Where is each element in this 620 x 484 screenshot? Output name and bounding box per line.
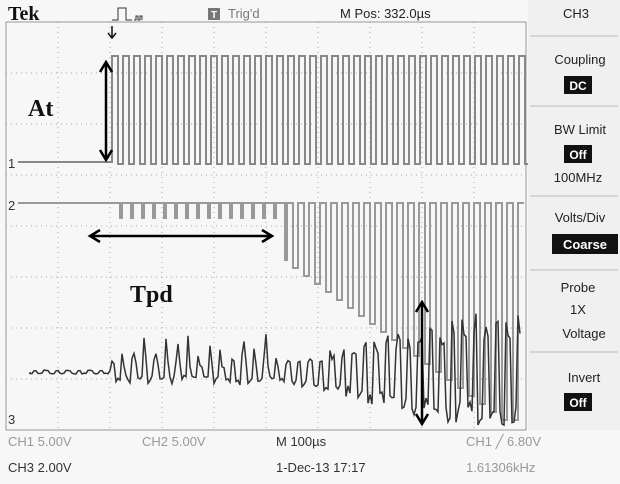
- status-ch2: CH2 5.00V: [142, 434, 206, 449]
- status-timebase: M 100µs: [276, 434, 327, 449]
- channel-marker: 3: [8, 412, 15, 427]
- trigger-icon: T: [211, 10, 217, 21]
- trigger-status: Trig'd: [228, 6, 260, 21]
- menu-value[interactable]: DC: [569, 79, 587, 93]
- status-datetime: 1-Dec-13 17:17: [276, 460, 366, 475]
- menu-title: CH3: [563, 6, 589, 21]
- menu-note: Voltage: [562, 326, 605, 341]
- oscilloscope-screen: Tek T Trig'd M Pos: 332.0µs 1 2 3 At Tpd…: [0, 0, 620, 484]
- status-frequency: 1.61306kHz: [466, 460, 535, 475]
- menu-value: 1X: [570, 302, 586, 317]
- status-trigger: CH1 ╱ 6.80V: [466, 433, 541, 450]
- status-ch1: CH1 5.00V: [8, 434, 72, 449]
- brand: Tek: [8, 3, 40, 25]
- menu-label: BW Limit: [554, 122, 606, 137]
- annotation: At: [28, 96, 53, 122]
- menu-note: 100MHz: [554, 170, 602, 185]
- menu-value[interactable]: Coarse: [563, 237, 607, 252]
- menu-label: Probe: [561, 280, 596, 295]
- menu-label: Coupling: [554, 52, 605, 67]
- channel-marker: 2: [8, 198, 15, 213]
- horizontal-position: M Pos: 332.0µs: [340, 6, 431, 21]
- status-ch3: CH3 2.00V: [8, 460, 72, 475]
- menu-value[interactable]: Off: [569, 396, 587, 410]
- annotation: Tpd: [130, 282, 173, 308]
- menu-value[interactable]: Off: [569, 148, 587, 162]
- channel-marker: 1: [8, 156, 15, 171]
- menu-label: Invert: [568, 370, 601, 385]
- menu-label: Volts/Div: [555, 210, 606, 225]
